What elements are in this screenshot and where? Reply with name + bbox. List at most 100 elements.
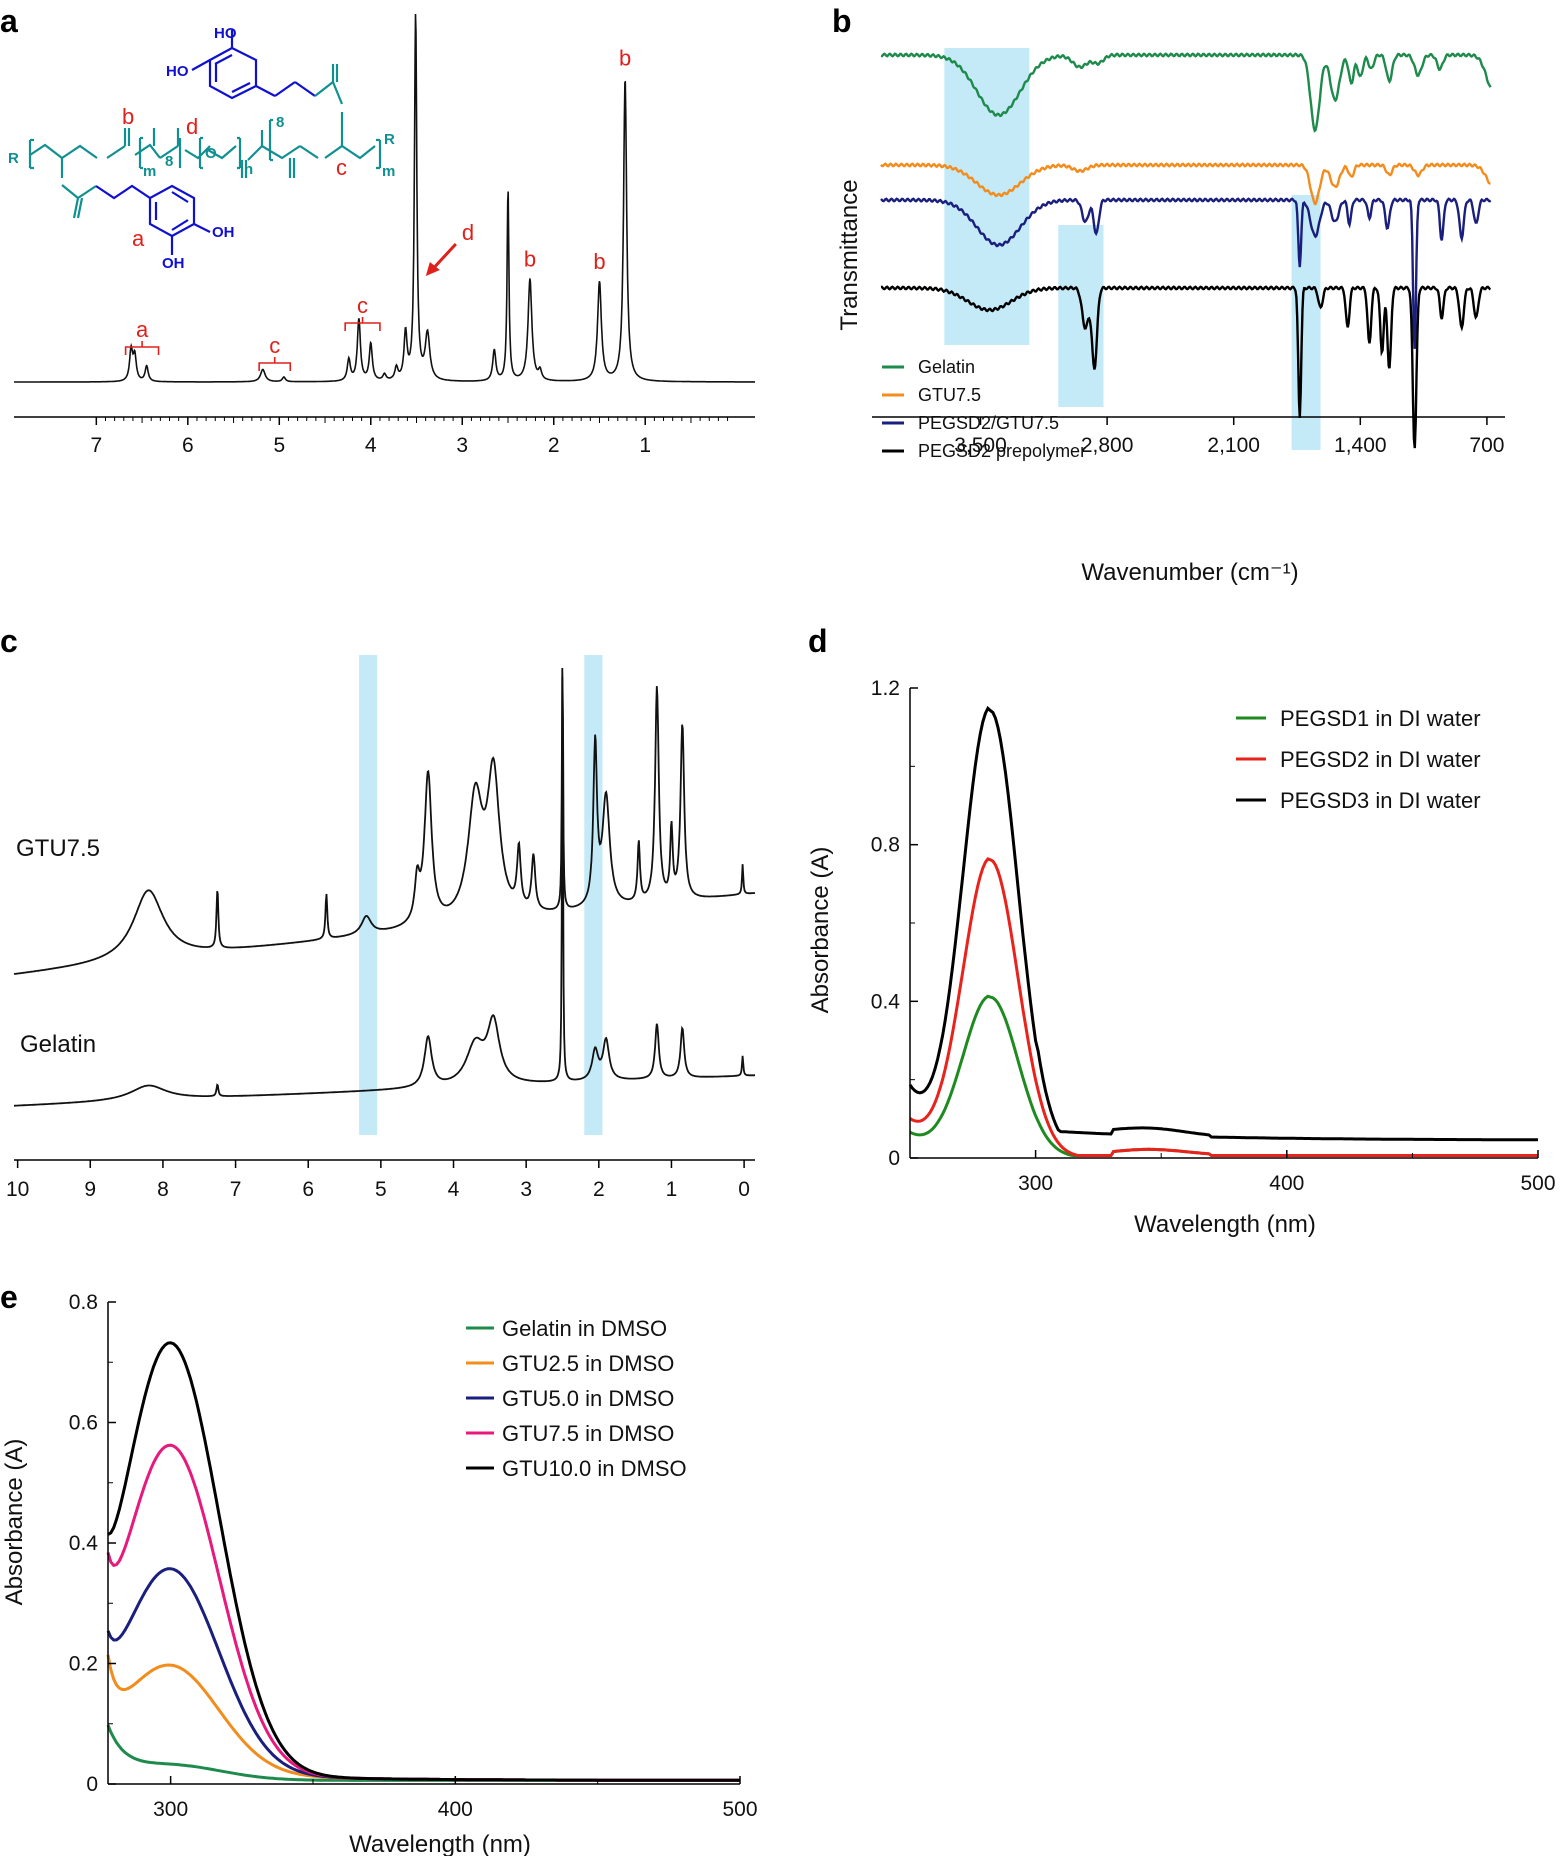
legend-label-d: PEGSD1 in DI water: [1280, 706, 1481, 731]
x-tick-label-c: 5: [375, 1178, 387, 1201]
structure-labels: HO HO OH OH R R m 8 n 8 m O a b c d: [8, 25, 395, 272]
x-tick-label-c: 7: [230, 1178, 242, 1201]
axes-e: 300 400 500 0 0.2 0.4 0.6 0.8: [69, 1291, 758, 1821]
panel-c: c 10 9 8 7 6 5 4 3 2 1 0 GTU7.5 Gelatin: [0, 623, 756, 1201]
x-tick-label-c: 10: [6, 1178, 29, 1201]
y-tick-label-d: 0: [888, 1147, 900, 1170]
x-axis-title-d: Wavelength (nm): [1134, 1211, 1316, 1238]
legend-label-d: PEGSD2 in DI water: [1280, 747, 1481, 772]
x-ticks-b: 3,500 2,800 2,100 1,400 700: [954, 417, 1504, 457]
nmr-line-c-0: [13, 667, 756, 975]
y-tick-label-d: 0.4: [871, 990, 901, 1013]
highlight-band-c: [359, 655, 378, 1135]
panel-letter-e: e: [0, 1279, 18, 1315]
top-catechol-ring: [191, 30, 316, 100]
peak-label-c: c: [357, 293, 368, 318]
legend-b: Gelatin GTU7.5 PEGSD2/GTU7.5 PEGSD2 prepoly…: [882, 357, 1086, 461]
label-c-gtu75: GTU7.5: [16, 835, 100, 862]
peak-annotations-a: a c c d b b b: [124, 45, 631, 371]
x-tick-label-d: 500: [1520, 1172, 1555, 1195]
x-axis-title-e: Wavelength (nm): [349, 1831, 531, 1856]
polymer-backbone: [28, 118, 382, 219]
x-tick-label-c: 1: [666, 1178, 678, 1201]
chemical-structure: [28, 30, 382, 255]
x-tick-label-c: 4: [448, 1178, 460, 1201]
peak-bracket: [258, 357, 292, 371]
y-tick-label-e: 0.2: [69, 1653, 98, 1676]
legend-label-b: Gelatin: [918, 357, 975, 377]
ftir-line-3: [880, 285, 1491, 449]
peak-arrow-head: [425, 262, 440, 276]
panel-letter-b: b: [832, 3, 852, 39]
legend-label-e: GTU2.5 in DMSO: [502, 1351, 674, 1376]
y-tick-label-e: 0.4: [69, 1532, 99, 1555]
legend-label-e: GTU7.5 in DMSO: [502, 1421, 674, 1446]
uv-plot-e: [106, 1341, 740, 1782]
y-tick-label-e: 0.8: [69, 1291, 98, 1314]
struct-red-c: c: [336, 155, 347, 180]
label-c-gelatin: Gelatin: [20, 1031, 96, 1058]
nmr-plot-c: [13, 667, 756, 1107]
top-ester-link: [314, 64, 344, 130]
uv-line-d-0: [909, 994, 1538, 1157]
uv-line-e-0: [106, 1724, 740, 1782]
x-tick-label-c: 8: [157, 1178, 169, 1201]
x-tick-label-b: 700: [1469, 434, 1504, 457]
y-axis-title-d: Absorbance (A): [807, 847, 834, 1014]
uv-line-e-2: [106, 1567, 740, 1782]
struct-red-a: a: [132, 226, 145, 251]
peak-label-a: a: [136, 317, 149, 342]
struct-red-b: b: [122, 104, 134, 129]
highlight-bands-c: [359, 655, 603, 1135]
x-ticks-c: 10 9 8 7 6 5 4 3 2 1 0: [6, 1160, 750, 1201]
x-tick-label-b: 2,800: [1081, 434, 1134, 457]
nmr-plot-a: [14, 13, 755, 383]
panel-letter-d: d: [808, 623, 828, 659]
sub-m-right: m: [382, 163, 395, 180]
panel-d: d 300 400 500 0 0.4 0.8 1.2 Wavelength (nm) Ab…: [807, 623, 1556, 1238]
y-tick-label-d: 1.2: [871, 677, 900, 700]
y-tick-label-d: 0.8: [871, 834, 900, 857]
x-tick-label-c: 9: [84, 1178, 96, 1201]
x-tick-label-a: 5: [273, 434, 285, 457]
struct-red-d: d: [186, 114, 198, 139]
r-label-right: R: [384, 131, 395, 148]
x-tick-label-d: 400: [1269, 1172, 1304, 1195]
ftir-line-0: [880, 52, 1492, 133]
panel-b: b 3,500 2,800 2,100 1,400 700 Wavenumber (cm…: [832, 3, 1505, 586]
x-tick-label-b: 1,400: [1334, 434, 1387, 457]
x-tick-label-a: 2: [548, 434, 560, 457]
highlight-band-b: [1058, 225, 1104, 407]
x-tick-label-c: 6: [302, 1178, 314, 1201]
x-tick-label-e: 400: [438, 1798, 473, 1821]
legend-label-b: PEGSD2/GTU7.5: [918, 413, 1059, 433]
peak-bracket: [344, 317, 381, 331]
panel-e: e 300 400 500 0 0.2 0.4 0.6 0.8 Wavelength (nm)…: [0, 1279, 758, 1856]
x-tick-label-d: 300: [1018, 1172, 1053, 1195]
uv-line-e-4: [107, 1341, 740, 1782]
y-axis-title-e: Absorbance (A): [1, 1439, 28, 1606]
uv-plot-d: [908, 705, 1538, 1157]
x-tick-label-a: 3: [456, 434, 468, 457]
legend-e: Gelatin in DMSO GTU2.5 in DMSO GTU5.0 in D…: [466, 1316, 687, 1481]
ho-label-top-2: HO: [166, 63, 189, 80]
x-tick-label-c: 0: [738, 1178, 750, 1201]
o-atom-label: O: [205, 145, 217, 162]
ftir-line-2: [880, 197, 1492, 349]
uv-line-e-1: [106, 1654, 740, 1782]
legend-d: PEGSD1 in DI water PEGSD2 in DI water PEGS…: [1236, 706, 1481, 813]
highlight-bands-b: [944, 48, 1321, 450]
x-tick-label-c: 3: [520, 1178, 532, 1201]
sub-8-right: 8: [276, 114, 284, 131]
peak-label-b: b: [619, 45, 631, 70]
x-tick-label-e: 500: [722, 1798, 757, 1821]
peak-label-b: b: [593, 249, 605, 274]
oh-label-bottom-2: OH: [162, 255, 185, 272]
x-tick-label-a: 7: [90, 434, 102, 457]
r-label-left: R: [8, 150, 19, 167]
uv-line-d-2: [908, 705, 1538, 1142]
y-tick-label-e: 0: [86, 1773, 98, 1796]
legend-label-b: PEGSD2 prepolymer: [918, 441, 1086, 461]
x-tick-label-c: 2: [593, 1178, 605, 1201]
